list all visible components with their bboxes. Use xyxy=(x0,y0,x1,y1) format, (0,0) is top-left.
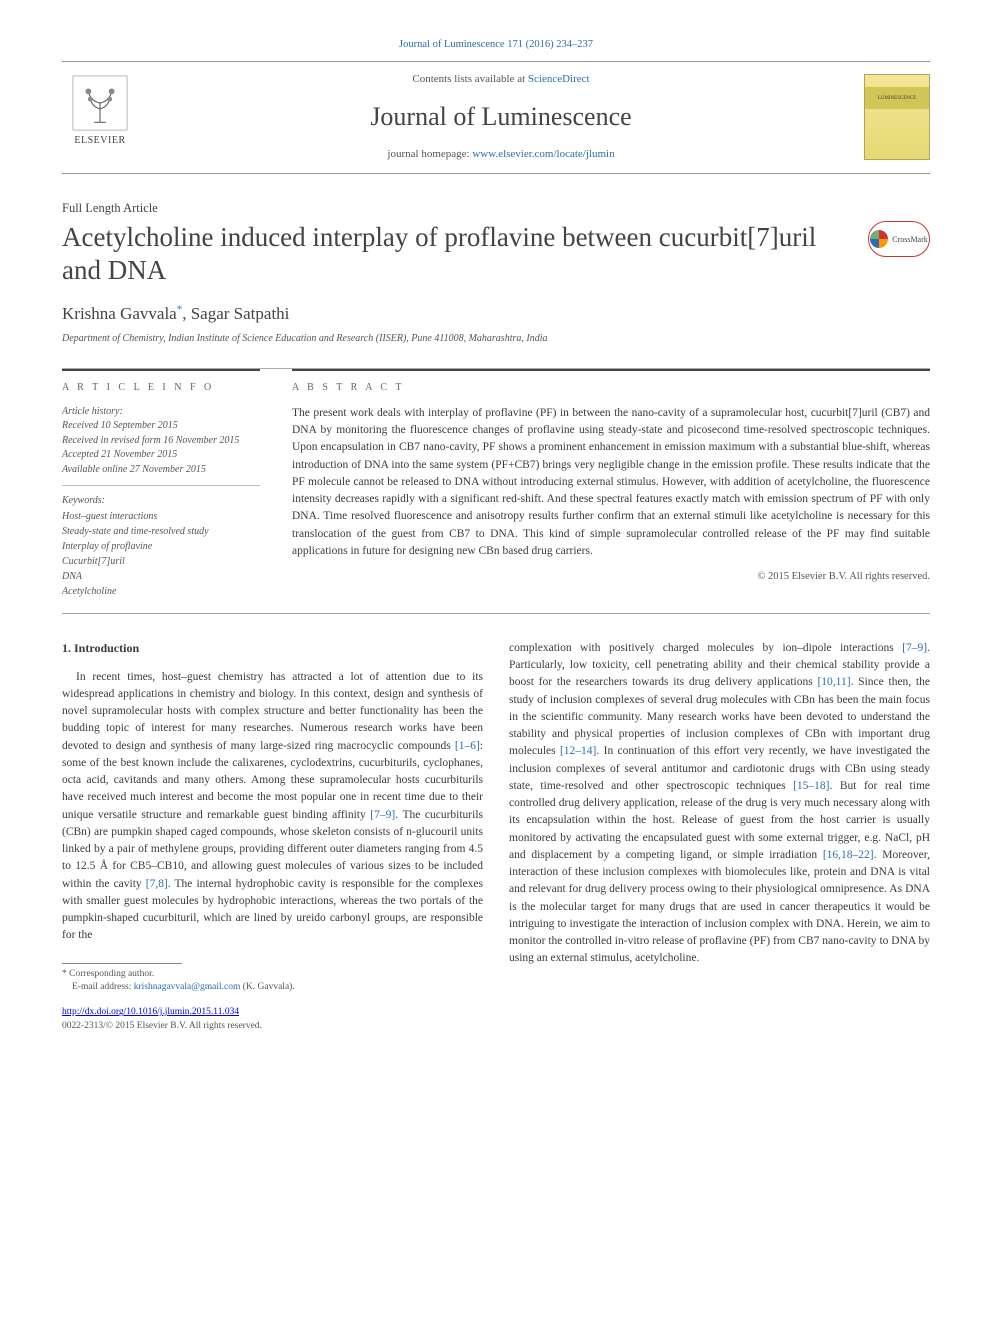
top-citation[interactable]: Journal of Luminescence 171 (2016) 234–2… xyxy=(62,38,930,53)
p1a: In recent times, host–guest chemistry ha… xyxy=(62,671,483,752)
author-1: Krishna Gavvala xyxy=(62,304,177,323)
email-suffix: (K. Gavvala). xyxy=(240,982,294,992)
ref-15-18[interactable]: [15–18] xyxy=(793,780,829,792)
keyword: Interplay of proflavine xyxy=(62,539,260,554)
abstract-copyright: © 2015 Elsevier B.V. All rights reserved… xyxy=(292,570,930,585)
ref-16-22[interactable]: [16,18–22] xyxy=(823,849,874,861)
journal-cover-thumb: LUMINESCENCE xyxy=(864,74,930,160)
ref-10-11[interactable]: [10,11] xyxy=(817,676,850,688)
email-link[interactable]: krishnagavvala@gmail.com xyxy=(134,982,241,992)
issn-line: 0022-2313/© 2015 Elsevier B.V. All right… xyxy=(62,1020,483,1033)
footnote-rule xyxy=(62,963,182,964)
column-left: 1. Introduction In recent times, host–gu… xyxy=(62,640,483,1033)
section-1-heading: 1. Introduction xyxy=(62,640,483,657)
contents-prefix: Contents lists available at xyxy=(412,73,527,85)
abstract-text: The present work deals with interplay of… xyxy=(292,405,930,560)
homepage-link[interactable]: www.elsevier.com/locate/jlumin xyxy=(472,148,614,160)
contents-line: Contents lists available at ScienceDirec… xyxy=(156,72,846,87)
elsevier-tree-icon xyxy=(71,74,129,132)
cover-band: LUMINESCENCE xyxy=(865,87,929,109)
history-accepted: Accepted 21 November 2015 xyxy=(62,448,260,463)
email-label: E-mail address: xyxy=(72,982,134,992)
ref-7-9[interactable]: [7–9] xyxy=(370,809,395,821)
keyword: Cucurbit[7]uril xyxy=(62,554,260,569)
keywords-list: Host–guest interactions Steady-state and… xyxy=(62,509,260,599)
author-sep: , xyxy=(182,304,191,323)
ref-7-8[interactable]: [7,8] xyxy=(146,878,168,890)
artinfo-heading: A R T I C L E I N F O xyxy=(62,381,260,395)
affiliation: Department of Chemistry, Indian Institut… xyxy=(62,332,930,346)
publisher-logo: ELSEVIER xyxy=(62,74,138,160)
article-info: A R T I C L E I N F O Article history: R… xyxy=(62,369,260,599)
ref-12-14[interactable]: [12–14] xyxy=(560,745,596,757)
publisher-logo-text: ELSEVIER xyxy=(74,134,125,148)
keyword: DNA xyxy=(62,569,260,584)
keyword: Acetylcholine xyxy=(62,584,260,599)
ref-7-9b[interactable]: [7–9] xyxy=(902,642,927,654)
intro-paragraph: In recent times, host–guest chemistry ha… xyxy=(62,669,483,945)
sciencedirect-link[interactable]: ScienceDirect xyxy=(528,73,590,85)
body-columns: 1. Introduction In recent times, host–gu… xyxy=(62,640,930,1033)
p2a: complexation with positively charged mol… xyxy=(509,642,902,654)
crossmark-label: CrossMark xyxy=(892,234,928,245)
corr-label: * Corresponding author. xyxy=(62,968,483,981)
article-history: Article history: Received 10 September 2… xyxy=(62,405,260,599)
masthead: ELSEVIER Contents lists available at Sci… xyxy=(62,61,930,174)
history-label: Article history: xyxy=(62,405,260,420)
author-2: Sagar Satpathi xyxy=(191,304,290,323)
keyword: Steady-state and time-resolved study xyxy=(62,524,260,539)
keyword: Host–guest interactions xyxy=(62,509,260,524)
journal-name: Journal of Luminescence xyxy=(156,99,846,135)
crossmark-badge[interactable]: CrossMark xyxy=(868,221,930,257)
abstract: A B S T R A C T The present work deals w… xyxy=(292,369,930,599)
intro-continued: complexation with positively charged mol… xyxy=(509,640,930,968)
column-right: complexation with positively charged mol… xyxy=(509,640,930,1033)
homepage-line: journal homepage: www.elsevier.com/locat… xyxy=(156,147,846,162)
ref-1-6[interactable]: [1–6] xyxy=(455,740,480,752)
article-title: Acetylcholine induced interplay of profl… xyxy=(62,221,856,286)
keywords-label: Keywords: xyxy=(62,494,260,509)
p2f: . Moreover, interaction of these inclusi… xyxy=(509,849,930,965)
history-rule xyxy=(62,485,260,486)
history-revised: Received in revised form 16 November 201… xyxy=(62,434,260,449)
history-received: Received 10 September 2015 xyxy=(62,419,260,434)
authors: Krishna Gavvala*, Sagar Satpathi xyxy=(62,302,930,326)
article-type: Full Length Article xyxy=(62,200,930,218)
abstract-heading: A B S T R A C T xyxy=(292,381,930,395)
doi-link[interactable]: http://dx.doi.org/10.1016/j.jlumin.2015.… xyxy=(62,1007,239,1017)
corresponding-footnote: * Corresponding author. E-mail address: … xyxy=(62,968,483,995)
history-online: Available online 27 November 2015 xyxy=(62,463,260,478)
homepage-prefix: journal homepage: xyxy=(387,148,472,160)
masthead-center: Contents lists available at ScienceDirec… xyxy=(156,72,846,163)
crossmark-icon xyxy=(870,230,888,248)
body-rule xyxy=(62,613,930,614)
